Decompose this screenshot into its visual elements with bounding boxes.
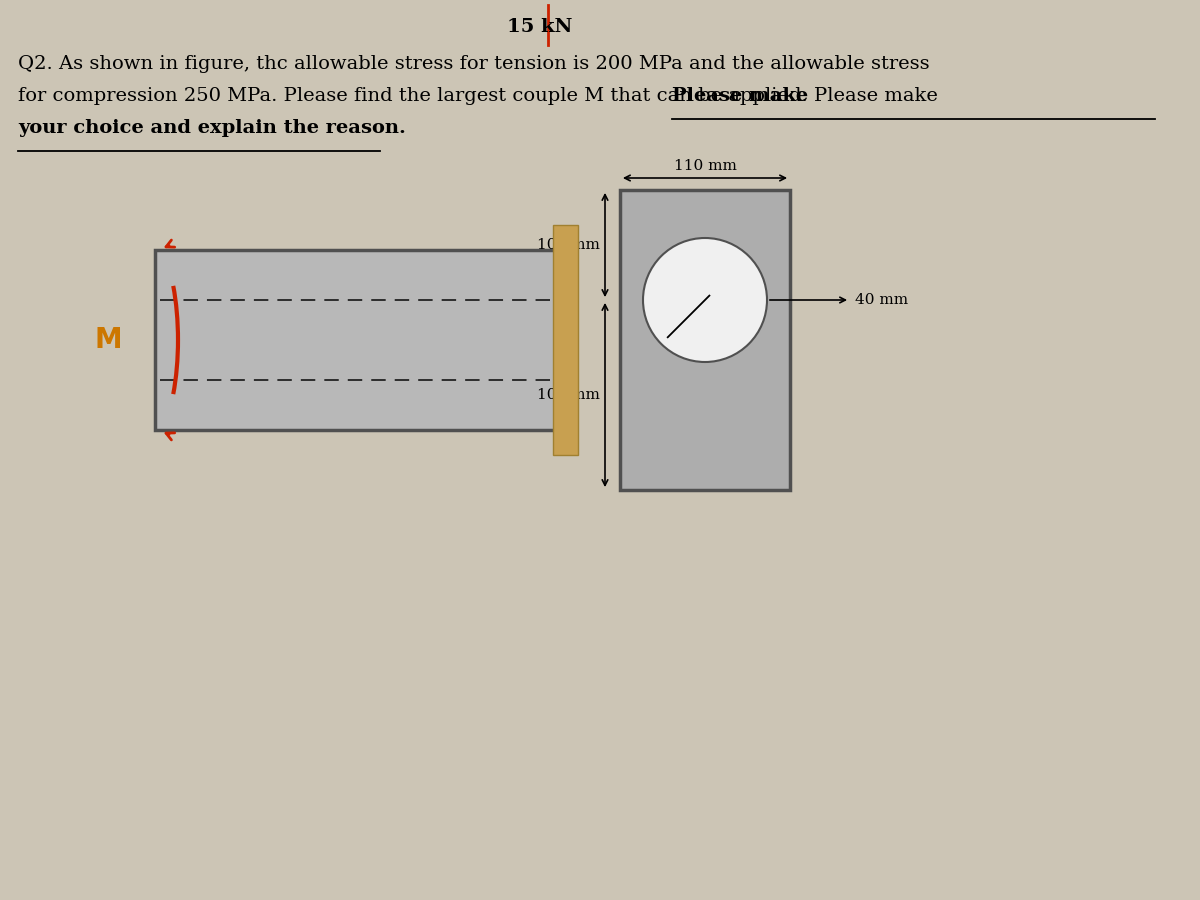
Bar [553,225,578,455]
Text: 110 mm: 110 mm [673,159,737,173]
Text: Please make: Please make [672,87,808,105]
Text: 100 mm: 100 mm [538,238,600,252]
Text: Q2. As shown in figure, thc allowable stress for tension is 200 MPa and the allo: Q2. As shown in figure, thc allowable st… [18,55,930,73]
Text: 100 mm: 100 mm [538,388,600,402]
Text: M: M [94,326,122,354]
Text: your choice and explain the reason.: your choice and explain the reason. [18,119,406,137]
Bar [620,190,790,490]
Circle shape [643,238,767,362]
Text: 15 kN: 15 kN [508,18,572,36]
Text: for compression 250 MPa. Please find the largest couple M that can be applied. P: for compression 250 MPa. Please find the… [18,87,938,105]
Text: 40 mm: 40 mm [854,293,908,307]
Bar [155,250,554,430]
